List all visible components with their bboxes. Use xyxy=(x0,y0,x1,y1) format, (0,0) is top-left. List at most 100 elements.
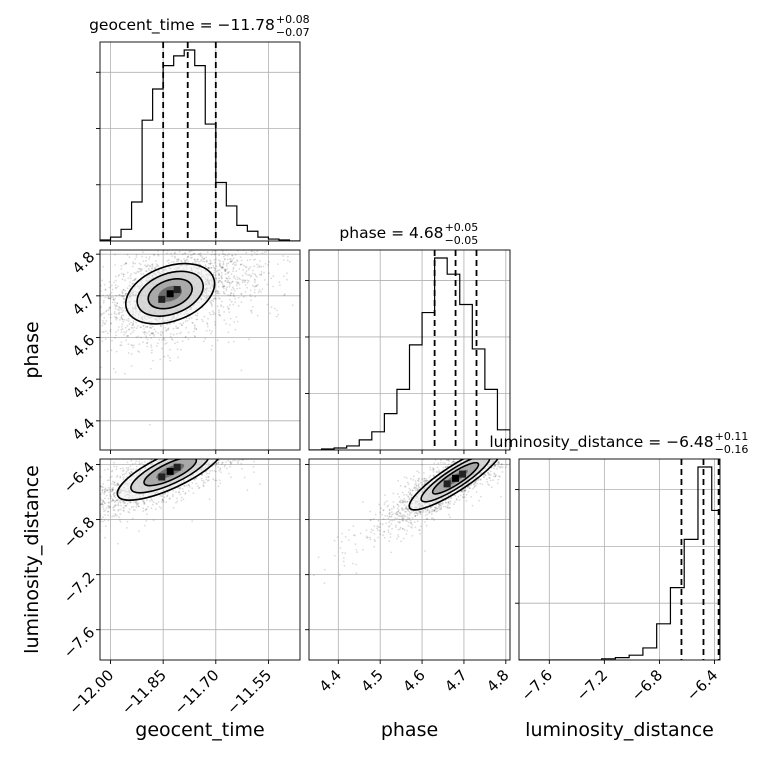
sample-point xyxy=(547,481,549,483)
sample-point xyxy=(79,500,81,502)
sample-point xyxy=(109,497,112,499)
sample-point xyxy=(115,316,118,318)
sample-point xyxy=(199,439,201,441)
sample-point xyxy=(193,324,196,326)
sample-point xyxy=(121,318,124,320)
sample-point xyxy=(399,526,402,529)
sample-point xyxy=(131,324,134,326)
sample-point xyxy=(220,436,222,438)
sample-point xyxy=(181,455,183,457)
sample-point xyxy=(205,259,208,262)
sample-point xyxy=(196,260,198,263)
sample-point xyxy=(113,304,116,306)
sample-point xyxy=(142,251,144,254)
sample-point xyxy=(153,454,155,456)
sample-point xyxy=(105,494,108,497)
sample-point xyxy=(160,244,162,246)
sample-point xyxy=(213,261,216,264)
sample-point xyxy=(236,320,239,323)
sample-point xyxy=(208,267,210,270)
sample-point xyxy=(104,289,107,291)
sample-point xyxy=(208,446,210,448)
sample-point xyxy=(200,453,202,455)
sample-point xyxy=(207,437,209,439)
sample-point xyxy=(546,409,548,411)
sample-point xyxy=(218,254,221,257)
sample-point xyxy=(177,259,180,262)
sample-point xyxy=(230,444,232,446)
sample-point xyxy=(478,441,480,443)
sample-point xyxy=(207,476,210,479)
sample-point xyxy=(285,417,287,419)
sample-point xyxy=(229,465,231,468)
sample-point xyxy=(412,479,415,481)
sample-point xyxy=(189,434,191,436)
sample-point xyxy=(207,451,209,453)
sample-point xyxy=(258,248,260,250)
sample-point xyxy=(202,480,205,482)
sample-point xyxy=(95,505,97,507)
sample-point xyxy=(182,443,184,445)
sample-point xyxy=(163,355,166,358)
sample-point xyxy=(108,281,111,283)
sample-point xyxy=(115,304,118,306)
sample-point xyxy=(169,359,172,362)
sample-point xyxy=(146,326,149,328)
sample-point xyxy=(191,261,194,264)
sample-point xyxy=(168,439,170,441)
sample-point xyxy=(166,495,169,498)
sample-point xyxy=(202,452,204,454)
sample-point xyxy=(225,263,228,265)
sample-point xyxy=(148,264,151,267)
sample-point xyxy=(196,452,198,454)
sample-point xyxy=(96,320,98,322)
sample-point xyxy=(484,436,486,438)
sample-point xyxy=(213,443,215,445)
sample-point xyxy=(217,461,220,464)
sample-point xyxy=(187,444,189,446)
sample-point xyxy=(198,444,200,446)
sample-point xyxy=(258,265,261,268)
sample-point xyxy=(203,442,205,444)
sample-point xyxy=(188,438,190,440)
sample-point xyxy=(127,466,130,469)
sample-point xyxy=(228,286,231,288)
sample-point xyxy=(495,474,497,476)
sample-point xyxy=(152,333,155,336)
sample-point xyxy=(201,440,203,442)
sample-point xyxy=(205,476,208,478)
sample-point xyxy=(250,455,252,457)
sample-point xyxy=(182,244,184,246)
sample-point xyxy=(221,462,224,464)
sample-point xyxy=(213,237,215,239)
sample-point xyxy=(270,277,273,280)
sample-point xyxy=(89,501,91,503)
sample-point xyxy=(136,270,139,273)
sample-point xyxy=(107,497,110,500)
sample-point xyxy=(175,325,178,328)
sample-point xyxy=(560,421,562,423)
sample-point xyxy=(283,294,286,297)
sample-point xyxy=(234,248,236,250)
sample-point xyxy=(107,501,110,504)
sample-point xyxy=(161,339,164,341)
sample-point xyxy=(218,269,221,271)
sample-point xyxy=(125,500,128,503)
sample-point xyxy=(519,426,521,428)
sample-point xyxy=(234,454,236,456)
sample-point xyxy=(278,281,281,284)
sample-point xyxy=(238,268,241,270)
sample-point xyxy=(258,273,261,276)
sample-point xyxy=(142,507,145,510)
sample-point xyxy=(88,508,90,510)
sample-point xyxy=(161,347,163,350)
sample-point xyxy=(198,252,201,255)
sample-point xyxy=(222,454,224,456)
density-peak-cell xyxy=(158,473,166,481)
sample-point xyxy=(519,451,521,453)
sample-point xyxy=(52,506,54,508)
sample-point xyxy=(137,267,140,270)
sample-point xyxy=(461,496,464,498)
sample-point xyxy=(117,509,119,512)
sample-point xyxy=(190,456,192,458)
